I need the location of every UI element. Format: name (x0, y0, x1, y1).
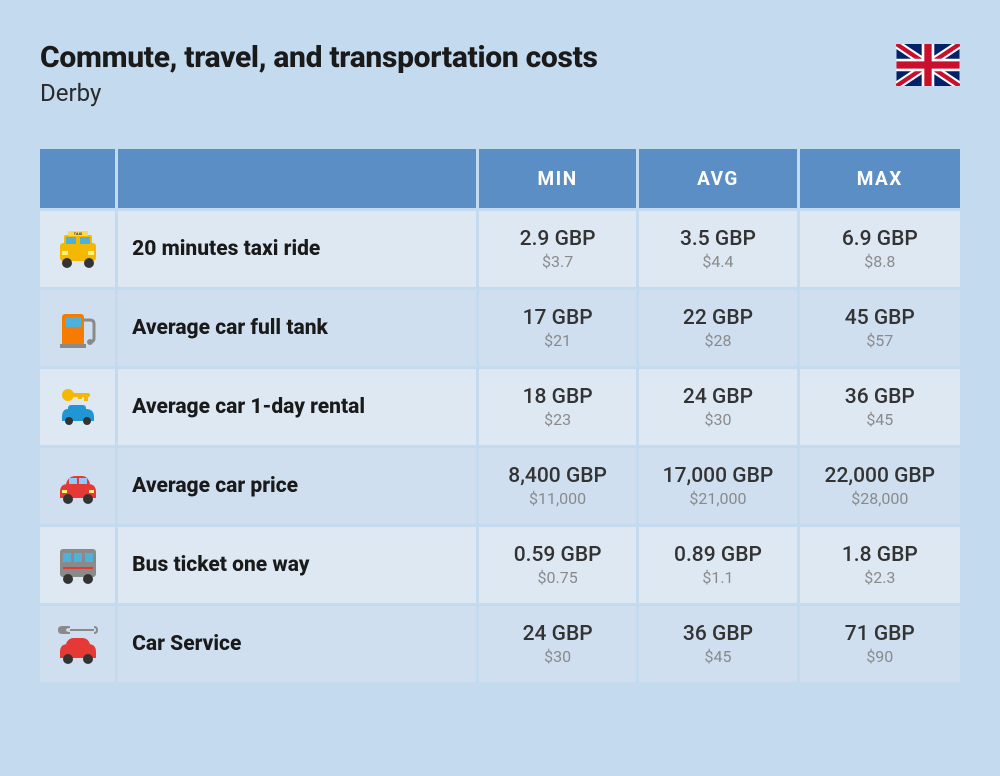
value-usd: $4.4 (649, 252, 786, 271)
value-gbp: 17,000 GBP (649, 464, 786, 488)
table-row: Bus ticket one way0.59 GBP$0.750.89 GBP$… (40, 524, 960, 603)
value-gbp: 24 GBP (649, 385, 786, 409)
row-label: 20 minutes taxi ride (118, 208, 479, 287)
value-gbp: 0.89 GBP (649, 543, 786, 567)
bus-icon (40, 524, 118, 603)
value-usd: $28 (649, 331, 786, 350)
col-avg: AVG (639, 149, 799, 208)
cell-max: 45 GBP$57 (800, 287, 960, 366)
uk-flag-icon (896, 44, 960, 86)
value-gbp: 17 GBP (489, 306, 626, 330)
cell-max: 22,000 GBP$28,000 (800, 445, 960, 524)
col-min: MIN (479, 149, 639, 208)
cell-avg: 17,000 GBP$21,000 (639, 445, 799, 524)
cell-avg: 36 GBP$45 (639, 603, 799, 682)
cell-min: 2.9 GBP$3.7 (479, 208, 639, 287)
value-usd: $21,000 (649, 489, 786, 508)
value-usd: $1.1 (649, 568, 786, 587)
value-gbp: 6.9 GBP (810, 227, 950, 251)
header-text: Commute, travel, and transportation cost… (40, 40, 598, 107)
value-gbp: 0.59 GBP (489, 543, 626, 567)
value-usd: $30 (489, 647, 626, 666)
row-label: Average car price (118, 445, 479, 524)
table-row: Average car price8,400 GBP$11,00017,000 … (40, 445, 960, 524)
col-max: MAX (800, 149, 960, 208)
cell-min: 24 GBP$30 (479, 603, 639, 682)
value-usd: $11,000 (489, 489, 626, 508)
table-row: Average car 1-day rental18 GBP$2324 GBP$… (40, 366, 960, 445)
car-price-icon (40, 445, 118, 524)
page-subtitle: Derby (40, 79, 598, 107)
value-gbp: 3.5 GBP (649, 227, 786, 251)
value-gbp: 22 GBP (649, 306, 786, 330)
cell-min: 8,400 GBP$11,000 (479, 445, 639, 524)
cell-avg: 24 GBP$30 (639, 366, 799, 445)
value-gbp: 8,400 GBP (489, 464, 626, 488)
cell-min: 18 GBP$23 (479, 366, 639, 445)
cell-max: 6.9 GBP$8.8 (800, 208, 960, 287)
value-usd: $30 (649, 410, 786, 429)
value-usd: $0.75 (489, 568, 626, 587)
row-label: Average car 1-day rental (118, 366, 479, 445)
cell-min: 17 GBP$21 (479, 287, 639, 366)
value-usd: $45 (810, 410, 950, 429)
value-gbp: 45 GBP (810, 306, 950, 330)
table-row: 20 minutes taxi ride2.9 GBP$3.73.5 GBP$4… (40, 208, 960, 287)
value-gbp: 36 GBP (649, 622, 786, 646)
value-usd: $21 (489, 331, 626, 350)
cell-max: 1.8 GBP$2.3 (800, 524, 960, 603)
cell-avg: 3.5 GBP$4.4 (639, 208, 799, 287)
value-usd: $3.7 (489, 252, 626, 271)
costs-table: MIN AVG MAX 20 minutes taxi ride2.9 GBP$… (40, 149, 960, 682)
value-gbp: 18 GBP (489, 385, 626, 409)
table-header-row: MIN AVG MAX (40, 149, 960, 208)
col-label (118, 149, 479, 208)
taxi-icon (40, 208, 118, 287)
value-gbp: 36 GBP (810, 385, 950, 409)
col-icon (40, 149, 118, 208)
value-gbp: 1.8 GBP (810, 543, 950, 567)
table-row: Car Service24 GBP$3036 GBP$4571 GBP$90 (40, 603, 960, 682)
page-title: Commute, travel, and transportation cost… (40, 40, 598, 75)
value-usd: $90 (810, 647, 950, 666)
value-usd: $2.3 (810, 568, 950, 587)
rental-icon (40, 366, 118, 445)
value-usd: $23 (489, 410, 626, 429)
service-icon (40, 603, 118, 682)
cell-min: 0.59 GBP$0.75 (479, 524, 639, 603)
value-gbp: 24 GBP (489, 622, 626, 646)
cell-max: 36 GBP$45 (800, 366, 960, 445)
infographic-container: Commute, travel, and transportation cost… (0, 0, 1000, 682)
header: Commute, travel, and transportation cost… (40, 40, 960, 107)
value-usd: $8.8 (810, 252, 950, 271)
cell-avg: 0.89 GBP$1.1 (639, 524, 799, 603)
value-usd: $57 (810, 331, 950, 350)
value-usd: $45 (649, 647, 786, 666)
cell-max: 71 GBP$90 (800, 603, 960, 682)
row-label: Bus ticket one way (118, 524, 479, 603)
cell-avg: 22 GBP$28 (639, 287, 799, 366)
row-label: Car Service (118, 603, 479, 682)
value-gbp: 2.9 GBP (489, 227, 626, 251)
row-label: Average car full tank (118, 287, 479, 366)
table-row: Average car full tank17 GBP$2122 GBP$284… (40, 287, 960, 366)
fuel-icon (40, 287, 118, 366)
value-usd: $28,000 (810, 489, 950, 508)
value-gbp: 22,000 GBP (810, 464, 950, 488)
value-gbp: 71 GBP (810, 622, 950, 646)
